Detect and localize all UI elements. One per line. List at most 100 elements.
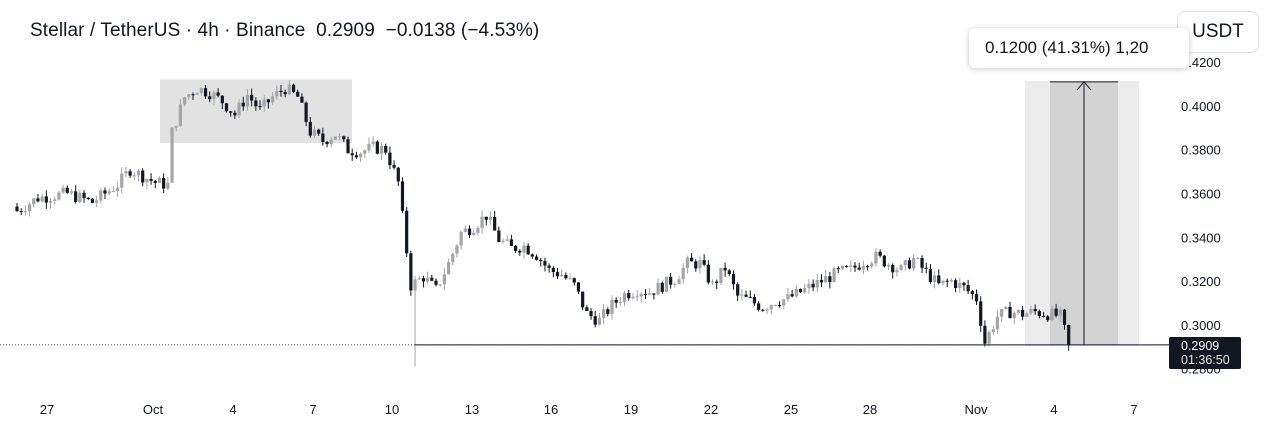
candle-body (509, 239, 514, 246)
candle-body (124, 171, 128, 174)
time-axis[interactable]: 27 Oct 4 7 10 13 16 19 22 25 28 Nov 4 7 (40, 402, 1138, 417)
candle-body (384, 145, 388, 153)
candle-body (430, 277, 434, 281)
candle-body (656, 282, 660, 295)
candle-body (57, 192, 61, 200)
candle-body (187, 94, 191, 98)
candle-body (480, 216, 484, 229)
candle-body (463, 228, 467, 232)
candle-body (505, 239, 509, 241)
currency-button[interactable]: USDT (1177, 11, 1259, 53)
candle-body (1025, 313, 1029, 317)
candle-body (824, 276, 828, 283)
candle-body (689, 257, 694, 262)
candle-body (769, 305, 773, 310)
candle-body (631, 296, 635, 299)
candle-body (907, 260, 912, 269)
y-tick-label: 0.3000 (1181, 318, 1221, 333)
candle-body (208, 96, 212, 100)
candle-body (916, 258, 920, 260)
candle-body (99, 190, 103, 201)
candle-body (1029, 308, 1033, 314)
candle-body (304, 102, 308, 122)
candle-body (794, 288, 798, 297)
candle-body (400, 181, 405, 211)
candle-body (748, 296, 752, 298)
candle-body (857, 267, 861, 270)
candle-body (815, 279, 819, 288)
candle-body (840, 266, 845, 269)
candle-body (970, 291, 974, 295)
candle-body (995, 316, 1000, 330)
candle-body (493, 216, 497, 231)
candle-body (279, 90, 283, 92)
x-tick-label: 10 (385, 402, 399, 417)
candle-body (849, 265, 853, 267)
candle-body (183, 97, 187, 105)
candle-body (581, 291, 585, 308)
y-tick-label: 0.3200 (1181, 274, 1221, 289)
candle-body (1004, 306, 1008, 310)
candle-body (233, 112, 237, 116)
candle-body (790, 294, 794, 297)
candle-body (798, 288, 803, 293)
candle-body (962, 282, 966, 286)
y-tick-label: 0.3400 (1181, 230, 1221, 245)
candle-body (983, 325, 987, 344)
bar-countdown: 01:36:50 (1181, 353, 1230, 367)
candle-body (530, 254, 534, 257)
candle-body (1037, 311, 1041, 316)
candle-body (455, 245, 459, 254)
candle-body (107, 191, 111, 194)
candle-body (78, 192, 82, 202)
y-tick-label: 0.4000 (1181, 99, 1221, 114)
candle-body (731, 274, 736, 285)
candle-body (325, 141, 329, 145)
candle-body (660, 282, 664, 292)
candle-body (1021, 309, 1025, 317)
candle-body (564, 275, 568, 279)
candle-body (895, 269, 899, 273)
candle-body (262, 99, 266, 107)
x-tick-label: 22 (704, 402, 718, 417)
candle-body (1008, 306, 1012, 319)
candle-body (514, 245, 518, 251)
candle-body (606, 309, 610, 314)
candle-body (157, 178, 162, 183)
candle-body (300, 96, 304, 103)
candle-body (254, 100, 258, 107)
candle-body (991, 329, 995, 333)
candle-body (346, 139, 350, 154)
candle-body (757, 303, 761, 310)
candle-body (1000, 309, 1004, 317)
candle-body (979, 301, 983, 326)
candle-body (740, 294, 744, 296)
candle-body (715, 281, 719, 283)
candle-body (199, 88, 203, 94)
measure-arrow-head (1076, 81, 1092, 91)
candle-body (224, 103, 229, 112)
candle-body (237, 102, 241, 116)
candle-body (86, 197, 90, 199)
candle-body (82, 192, 86, 198)
candle-body (195, 93, 199, 95)
price-axis[interactable]: 0.4200 0.4000 0.3800 0.3600 0.3400 0.3200 0.30… (1181, 55, 1221, 377)
candle-body (36, 198, 40, 202)
x-tick-label: 27 (40, 402, 54, 417)
candle-body (103, 190, 107, 194)
candle-body (1041, 315, 1046, 317)
y-tick-label: 0.3800 (1181, 143, 1221, 158)
candle-body (275, 90, 279, 97)
candle-body (434, 280, 438, 285)
candle-body (882, 255, 886, 267)
candle-body (342, 136, 346, 140)
candle-body (379, 145, 384, 154)
candle-body (752, 297, 757, 304)
candle-body (614, 299, 618, 303)
candle-body (329, 139, 333, 145)
candle-body (396, 167, 400, 182)
candle-body (501, 240, 505, 242)
candle-body (170, 127, 174, 183)
candle-body (618, 302, 622, 304)
